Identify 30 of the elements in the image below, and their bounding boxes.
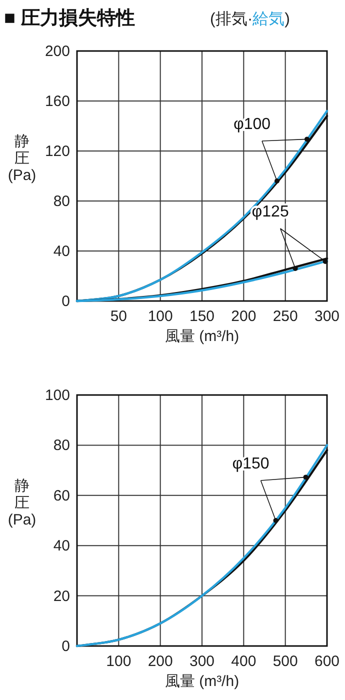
y-tick-label: 60: [53, 487, 70, 504]
chart-subtitle: (排気·給気): [210, 10, 290, 28]
x-tick-label: 100: [148, 308, 173, 325]
y-tick-label: 0: [62, 293, 70, 310]
x-tick-label: 300: [189, 653, 215, 670]
y-tick-label: 0: [62, 638, 70, 655]
y-tick-label: 40: [53, 538, 70, 555]
x-tick-label: 150: [189, 308, 215, 325]
y-axis-title: 静圧(Pa): [8, 478, 36, 528]
y-tick-label: 80: [53, 437, 70, 454]
y-tick-label: 200: [44, 43, 70, 60]
x-tick-label: 200: [148, 653, 173, 670]
x-tick-label: 200: [231, 308, 256, 325]
y-tick-label: 20: [53, 588, 70, 605]
y-axis-title: 静圧(Pa): [8, 133, 36, 184]
x-tick-label: 50: [110, 308, 128, 325]
x-tick-label: 250: [272, 308, 298, 325]
chart-title: ■ 圧力損失特性: [4, 7, 135, 29]
x-tick-label: 100: [106, 653, 132, 670]
y-tick-label: 40: [53, 243, 70, 260]
x-tick-label: 500: [272, 653, 298, 670]
x-tick-label: 300: [314, 308, 340, 325]
x-axis-title: 風量 (m³/h): [164, 673, 240, 690]
x-axis-title: 風量 (m³/h): [164, 328, 240, 345]
y-tick-label: 100: [44, 387, 70, 404]
y-tick-label: 160: [44, 93, 70, 110]
y-tick-label: 120: [44, 143, 70, 160]
x-tick-label: 600: [314, 653, 340, 670]
y-tick-label: 80: [53, 193, 70, 210]
x-tick-label: 400: [231, 653, 256, 670]
